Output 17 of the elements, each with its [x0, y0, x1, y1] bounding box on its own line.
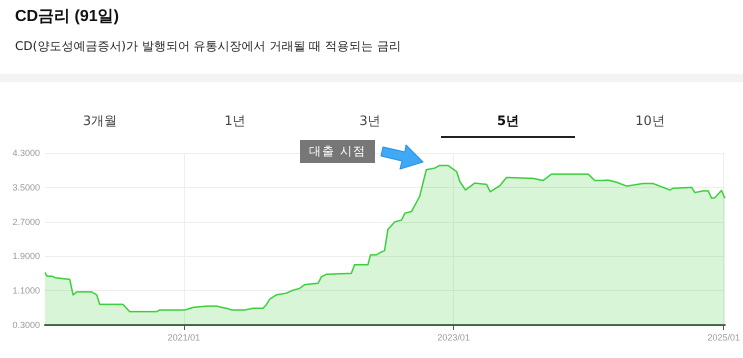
y-tick-label: 3.5000 — [12, 182, 40, 192]
annotation: 대출 시점 — [300, 140, 375, 163]
text: 1년 — [223, 113, 247, 130]
y-tick-label: 0.3000 — [12, 320, 40, 330]
text: 3년 — [358, 113, 382, 130]
y-tick-label: 4.3000 — [12, 148, 40, 158]
chart-title: CD금리 (91일) — [15, 7, 120, 27]
x-tick-label: 2023/01 — [437, 332, 470, 342]
text: 5년 — [441, 112, 575, 138]
y-tick-label: 2.7000 — [12, 216, 40, 227]
text: 3개월 — [82, 113, 118, 130]
x-tick-label: 2025/01 — [707, 332, 740, 342]
y-tick-label: 1.1000 — [12, 286, 40, 296]
y-tick-label: 1.9000 — [12, 251, 40, 262]
x-tick-label: 2021/01 — [168, 332, 200, 342]
text: 10년 — [634, 113, 666, 130]
chart-subtitle: CD(양도성예금증서)가 발행되어 유통시장에서 거래될 때 적용되는 금리 — [15, 38, 401, 55]
